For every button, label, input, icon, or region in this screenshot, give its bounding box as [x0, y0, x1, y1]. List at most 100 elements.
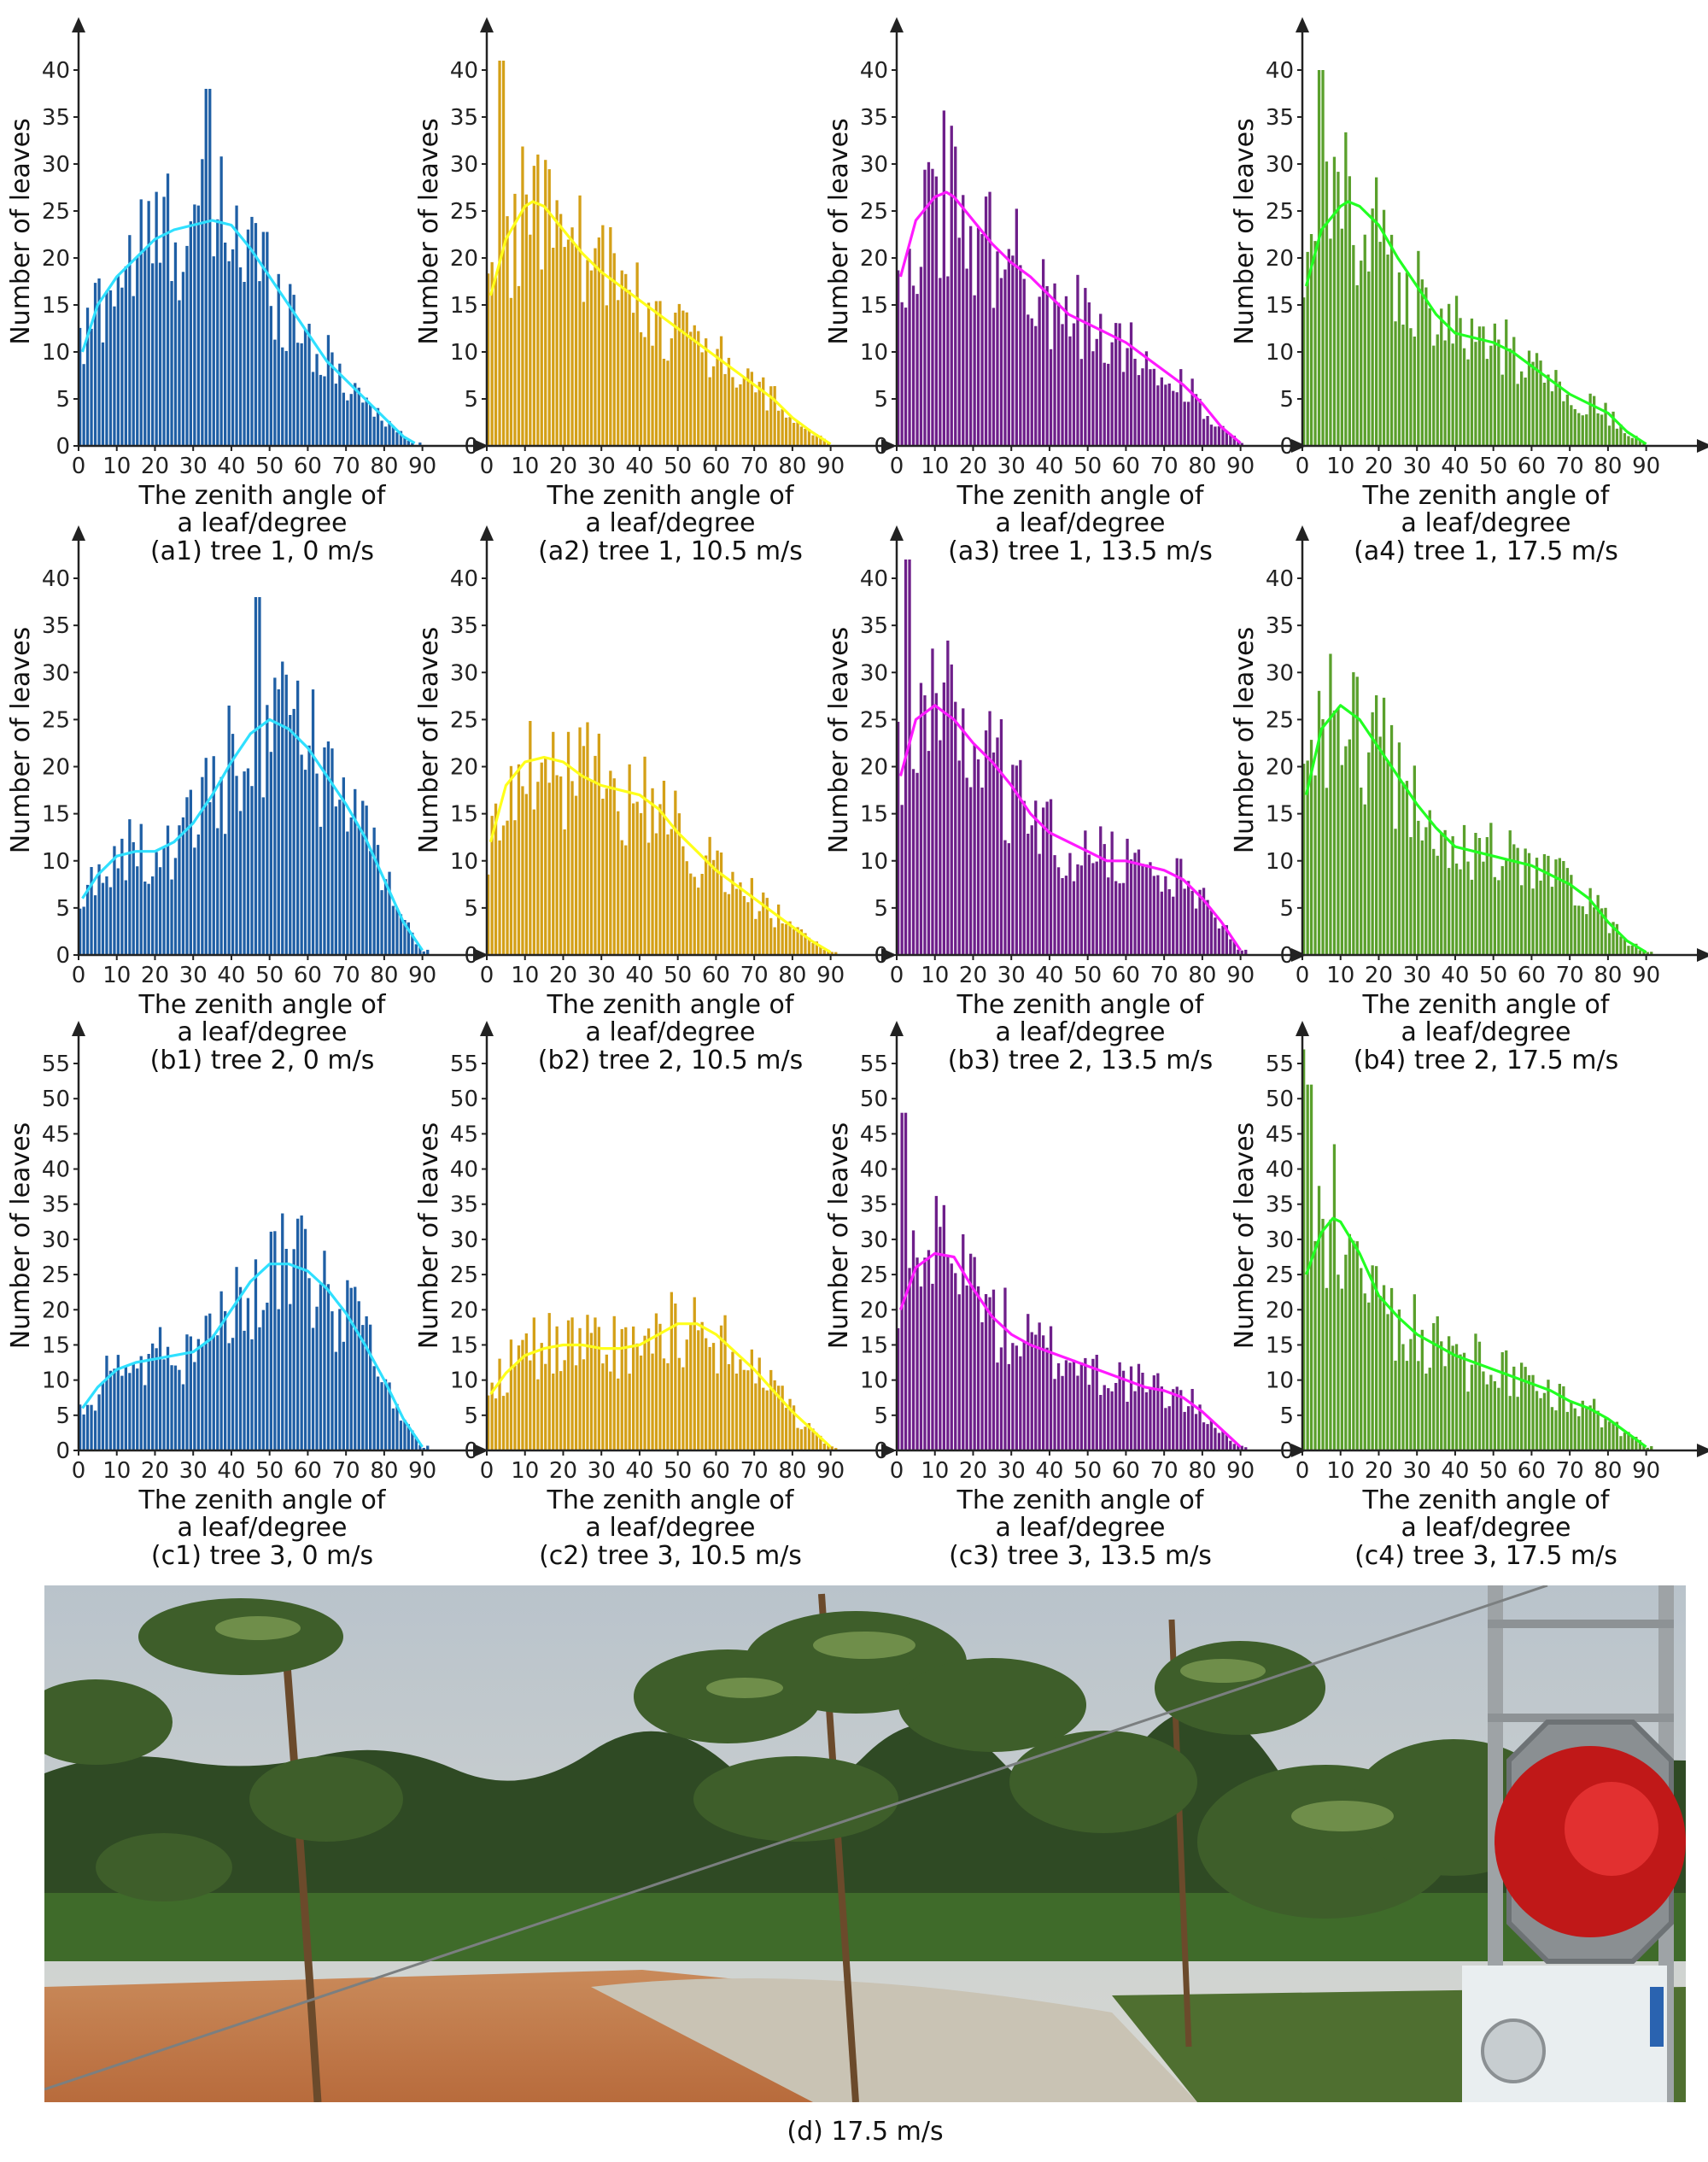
y-axis-label: Number of leaves	[1230, 627, 1260, 854]
bar-a3	[1045, 286, 1049, 446]
bar-b3	[980, 788, 984, 955]
bar-c1	[426, 1445, 430, 1450]
bar-c4	[1448, 1336, 1451, 1450]
x-axis-label-line1: The zenith angle of	[547, 990, 795, 1020]
bar-b4	[1409, 837, 1413, 955]
bar-a3	[1076, 274, 1079, 446]
bar-c4	[1363, 1293, 1366, 1450]
bar-a4	[1466, 359, 1470, 446]
bar-a3	[1190, 378, 1194, 446]
bar-b4	[1482, 861, 1485, 955]
bar-a2	[639, 332, 643, 446]
bar-b2	[589, 780, 594, 955]
bar-c4	[1607, 1421, 1611, 1450]
x-tick-label: 50	[255, 963, 284, 988]
y-tick-label: 30	[42, 660, 70, 686]
bar-b1	[250, 786, 254, 955]
bar-b2	[597, 733, 600, 955]
bar-c1	[238, 1286, 243, 1450]
bar-c4	[1489, 1374, 1493, 1450]
bar-a1	[82, 364, 85, 446]
bar-a4	[1554, 370, 1558, 446]
bar-c4	[1588, 1405, 1592, 1450]
y-tick-label: 0	[874, 943, 888, 969]
fit-curve-a4	[1304, 200, 1647, 446]
y-tick-label: 0	[874, 1438, 888, 1464]
bar-b4	[1417, 820, 1420, 955]
bar-b1	[185, 797, 189, 955]
x-tick-label: 10	[921, 1458, 949, 1484]
bar-b2	[662, 781, 666, 955]
bar-a4	[1355, 284, 1359, 446]
bar-b1	[342, 777, 345, 955]
bar-c1	[357, 1301, 360, 1450]
bar-c1	[323, 1251, 326, 1450]
y-tick-label: 25	[1266, 1263, 1294, 1288]
bar-c1	[246, 1298, 250, 1450]
bar-b2	[754, 918, 757, 955]
bar-b3	[1087, 854, 1091, 955]
bar-b1	[216, 828, 219, 955]
bar-a1	[346, 400, 349, 446]
bar-c4	[1623, 1433, 1627, 1450]
bar-c4	[1565, 1411, 1569, 1450]
bar-c4	[1497, 1387, 1500, 1450]
bar-b2	[734, 888, 739, 955]
bar-b3	[973, 743, 976, 955]
x-tick-label: 60	[1112, 963, 1140, 988]
bar-b4	[1562, 861, 1565, 955]
bar-a4	[1524, 378, 1527, 446]
y-tick-label: 30	[1266, 660, 1294, 686]
bar-c3	[1198, 1404, 1202, 1450]
fit-curve-a1	[80, 219, 416, 445]
y-tick-label: 0	[56, 434, 70, 460]
bar-a3	[1003, 269, 1007, 446]
bar-a3	[1110, 342, 1114, 446]
bar-b3	[962, 708, 965, 955]
bar-b1	[354, 788, 357, 955]
bar-b3	[1225, 925, 1228, 955]
y-tick-label: 5	[1279, 1403, 1294, 1429]
bar-a3	[1149, 369, 1152, 446]
bar-c3	[962, 1233, 965, 1450]
y-axis-label: Number of leaves	[6, 1122, 36, 1350]
bar-b4	[1516, 847, 1519, 955]
bar-a2	[563, 247, 566, 446]
bar-b2	[529, 721, 532, 955]
bar-b2	[742, 896, 746, 955]
bar-c3	[1022, 1341, 1026, 1450]
bar-a1	[361, 402, 365, 446]
bar-b4	[1360, 788, 1363, 955]
bar-a4	[1332, 156, 1337, 446]
bar-a4	[1512, 337, 1516, 446]
bar-b4	[1317, 690, 1321, 955]
y-tick-label: 25	[450, 199, 478, 225]
bar-a3	[1027, 314, 1030, 446]
bar-b1	[319, 826, 323, 955]
bar-a1	[85, 308, 90, 446]
bar-c2	[617, 1378, 620, 1450]
x-axis-label-line1: The zenith angle of	[547, 1485, 795, 1515]
bar-b4	[1493, 876, 1496, 955]
bar-c2	[501, 1396, 506, 1450]
x-tick-label: 70	[332, 1458, 360, 1484]
bar-a3	[1064, 296, 1068, 446]
bar-a3	[1095, 338, 1098, 446]
x-tick-label: 20	[549, 1458, 577, 1484]
y-tick-label: 50	[860, 1087, 888, 1112]
bar-c3	[1237, 1444, 1240, 1450]
bar-c2	[632, 1326, 635, 1450]
wind-fan-tower	[1462, 1585, 1686, 2102]
x-tick-label: 50	[1479, 1458, 1507, 1484]
bar-b4	[1340, 765, 1343, 955]
bar-a2	[559, 214, 563, 446]
bar-a3	[954, 146, 957, 446]
bar-a2	[822, 438, 826, 446]
bar-c2	[811, 1428, 815, 1450]
bar-c1	[101, 1381, 105, 1450]
bar-b1	[151, 876, 155, 955]
bar-c1	[193, 1362, 196, 1450]
bar-b4	[1565, 868, 1569, 955]
